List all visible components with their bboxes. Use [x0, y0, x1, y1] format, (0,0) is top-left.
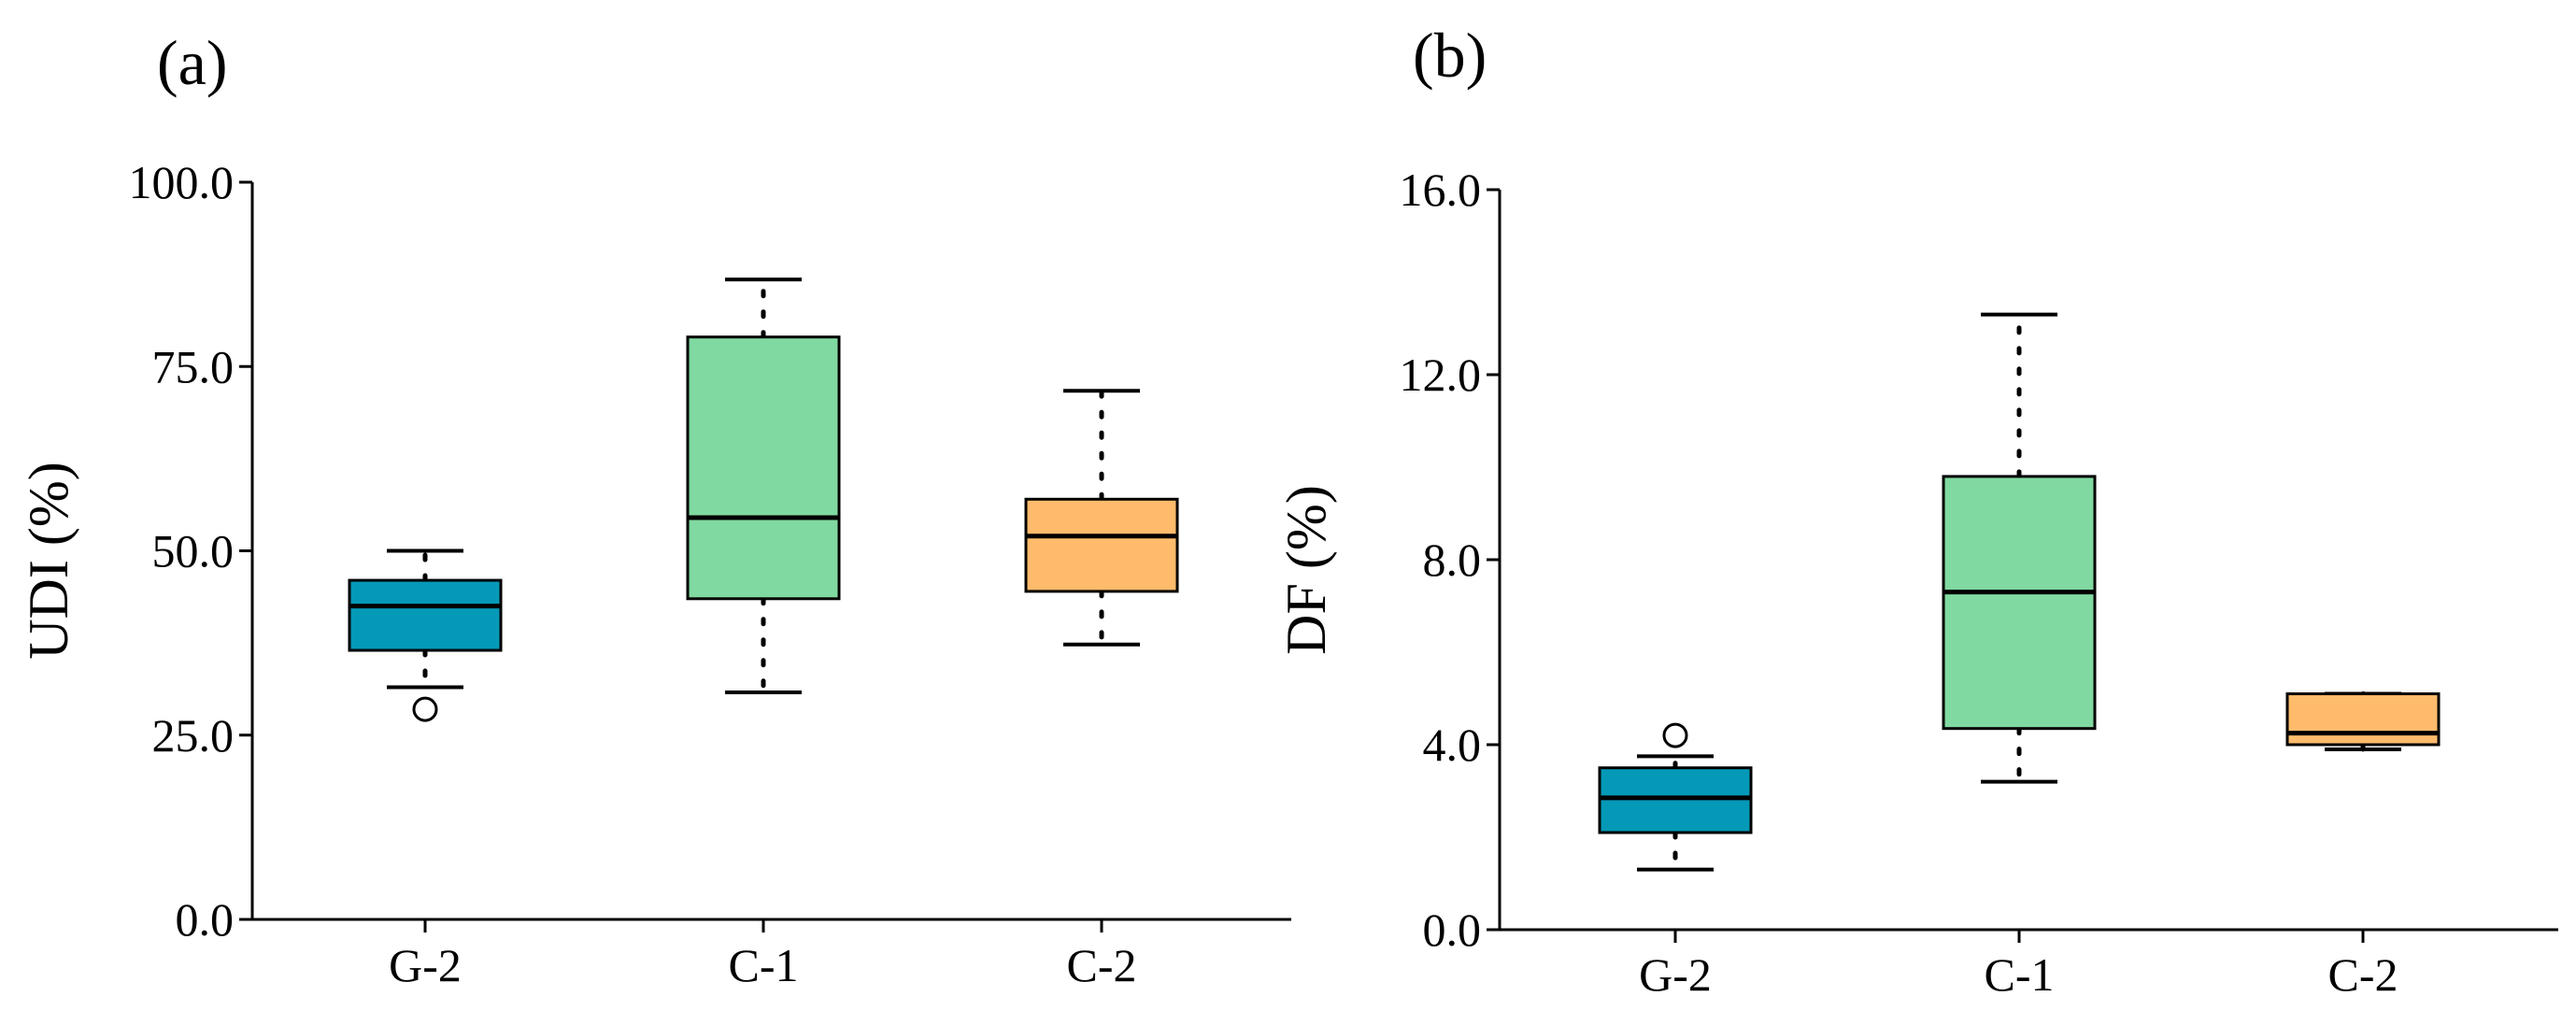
panel-b-y-tick-label: 12.0	[1400, 349, 1482, 401]
panel-a-label: (a)	[157, 27, 227, 98]
panel-b-outlier-point	[1662, 722, 1688, 748]
panel-a-outlier-point	[412, 696, 438, 722]
panel-a-y-axis-title: UDI (%)	[18, 462, 79, 660]
panel-a-y-tick-label: 75.0	[152, 340, 235, 392]
panel-b-y-tick-label: 16.0	[1400, 164, 1482, 216]
panel-b-box	[2285, 692, 2441, 747]
panel-b-plot: 0.0 4.0 8.0 12.0 16.0 G-2 C-1 C-2	[1400, 164, 2558, 1001]
panel-a-category-label: G-2	[389, 939, 462, 991]
panel-b-y-tick-label: 0.0	[1423, 904, 1482, 956]
panel-a-y-tick-label: 0.0	[176, 893, 235, 946]
panel-b-category-label: C-2	[2328, 948, 2398, 1001]
panel-a-category-label: C-1	[729, 939, 799, 991]
panel-b-y-tick-label: 4.0	[1423, 719, 1482, 771]
panel-a-y-tick-label: 100.0	[129, 156, 235, 208]
panel-a-category-label: C-2	[1067, 939, 1137, 991]
panel-a-y-tick-label: 25.0	[152, 709, 235, 762]
panel-a-y-tick-label: 50.0	[152, 525, 235, 577]
panel-a-box	[686, 335, 841, 601]
panel-b-label: (b)	[1413, 20, 1487, 91]
panel-b-box	[1942, 475, 2097, 731]
panel-b-y-axis-title: DF (%)	[1275, 485, 1337, 655]
panel-a-box	[348, 578, 503, 652]
panel-b-y-tick-label: 8.0	[1423, 534, 1482, 586]
panel-b-category-label: G-2	[1639, 948, 1712, 1001]
panel-a-box	[1024, 497, 1179, 593]
panel-b-category-label: C-1	[1985, 948, 2055, 1001]
panel-a-plot: 0.0 25.0 50.0 75.0 100.0 G-2 C-1 C-2	[129, 156, 1291, 991]
